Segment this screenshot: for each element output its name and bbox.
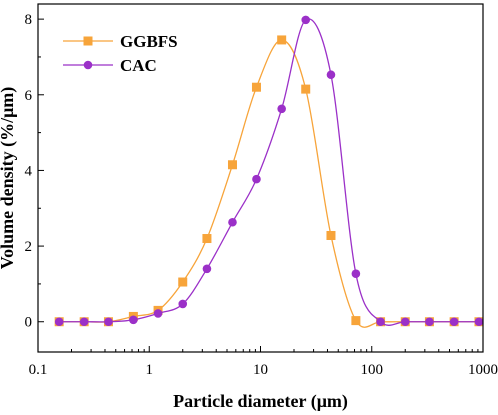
x-tick-label: 10 [253,362,268,378]
legend: GGBFS CAC [63,32,178,75]
data-point-circle [252,174,261,184]
data-point-square [277,35,287,45]
data-point-square [251,82,261,92]
data-point-circle [129,315,138,325]
data-point-circle [376,317,385,327]
legend-label: GGBFS [120,32,178,51]
data-point-square [301,84,311,94]
data-point-circle [301,15,311,25]
x-tick-label: 1000 [468,362,498,378]
data-point-circle [79,317,89,327]
data-point-circle [277,104,286,114]
data-point-square [227,160,237,170]
legend-label: CAC [120,56,157,75]
series-cac [54,15,484,327]
data-point-circle [425,317,434,327]
x-axis-label: Particle diameter (μm) [173,391,348,412]
y-tick-label: 6 [25,88,33,104]
data-point-square [351,316,361,326]
data-point-square [202,234,212,244]
data-point-circle [351,269,361,279]
x-tick-label: 100 [361,362,384,378]
data-point-circle [202,264,212,274]
y-tick-label: 2 [25,239,33,255]
y-axis-label: Volume density (%/μm) [0,87,18,270]
data-point-circle [178,299,188,309]
legend-marker-square [83,36,93,46]
series-line [59,39,479,328]
data-point-circle [153,309,163,318]
y-tick-label: 0 [25,315,33,331]
series-layer [54,15,484,328]
data-point-circle [326,70,336,80]
data-point-circle [228,217,237,227]
data-point-square [178,277,188,287]
x-tick-label: 1 [146,362,154,378]
axes-layer: 0.1 1 10 100 1000 0 2 4 6 8 [25,12,498,378]
y-tick-label: 8 [25,12,33,28]
data-point-circle [54,317,64,327]
data-point-circle [474,317,484,327]
data-point-circle [449,317,459,327]
x-tick-label: 0.1 [29,362,48,378]
data-point-circle [400,317,410,327]
legend-marker-circle [83,60,93,70]
data-point-square [326,230,336,240]
series-ggbfs [54,35,484,328]
data-point-circle [104,317,113,327]
y-tick-label: 4 [25,163,33,179]
